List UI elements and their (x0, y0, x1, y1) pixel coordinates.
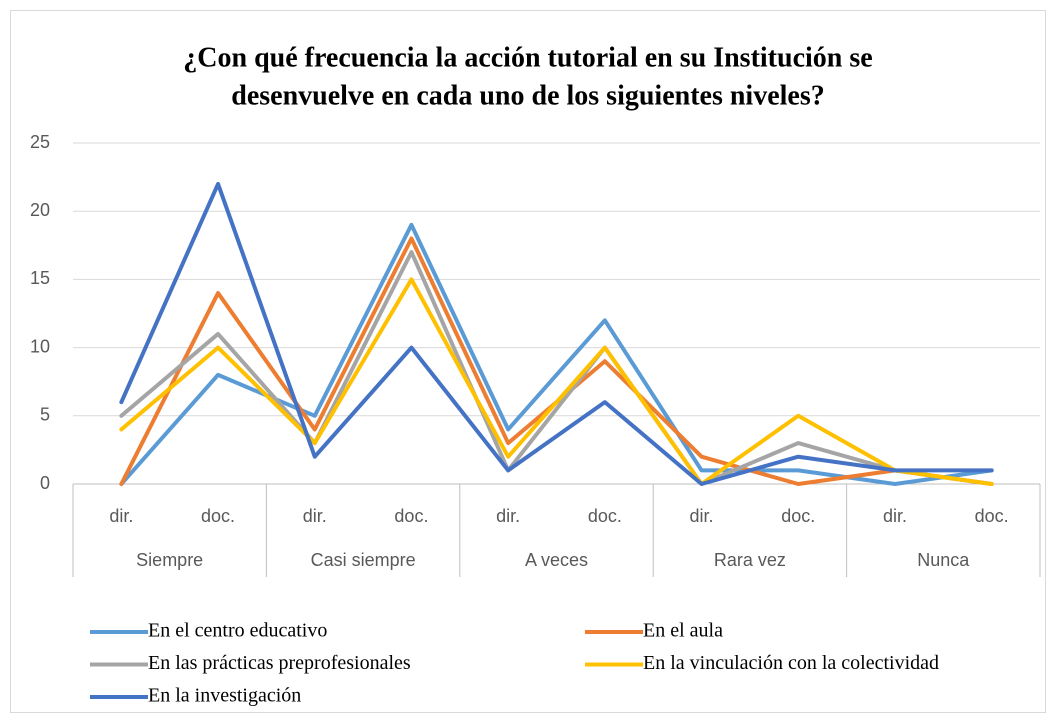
group-label: Siempre (136, 550, 203, 570)
x-tick-label: doc. (781, 506, 815, 526)
chart-border (10, 10, 1046, 713)
y-tick-label: 15 (30, 268, 50, 288)
legend-label: En el centro educativo (148, 620, 327, 642)
legend-label: En la vinculación con la colectividad (643, 652, 939, 674)
y-tick-label: 25 (30, 132, 50, 152)
chart-title: desenvuelve en cada uno de los siguiente… (231, 80, 824, 111)
legend-label: En el aula (643, 620, 723, 642)
legend-label: En las prácticas preprofesionales (148, 652, 411, 674)
chart-title: ¿Con qué frecuencia la acción tutorial e… (183, 42, 872, 73)
x-tick-label: dir. (690, 506, 714, 526)
x-tick-label: dir. (109, 506, 133, 526)
group-label: Nunca (917, 550, 970, 570)
group-label: Rara vez (714, 550, 786, 570)
y-tick-label: 5 (40, 405, 50, 425)
series-line (119, 181, 994, 486)
x-tick-label: doc. (394, 506, 428, 526)
group-label: A veces (525, 550, 588, 570)
x-tick-label: dir. (303, 506, 327, 526)
series-line (119, 250, 994, 486)
x-tick-label: doc. (201, 506, 235, 526)
y-tick-label: 10 (30, 336, 50, 356)
x-tick-label: dir. (496, 506, 520, 526)
x-tick-label: doc. (588, 506, 622, 526)
series-line (119, 277, 994, 486)
y-tick-label: 0 (40, 473, 50, 493)
legend-label: En la investigación (148, 685, 301, 707)
x-tick-label: dir. (883, 506, 907, 526)
x-tick-label: doc. (975, 506, 1009, 526)
y-tick-label: 20 (30, 200, 50, 220)
group-label: Casi siempre (311, 550, 416, 570)
